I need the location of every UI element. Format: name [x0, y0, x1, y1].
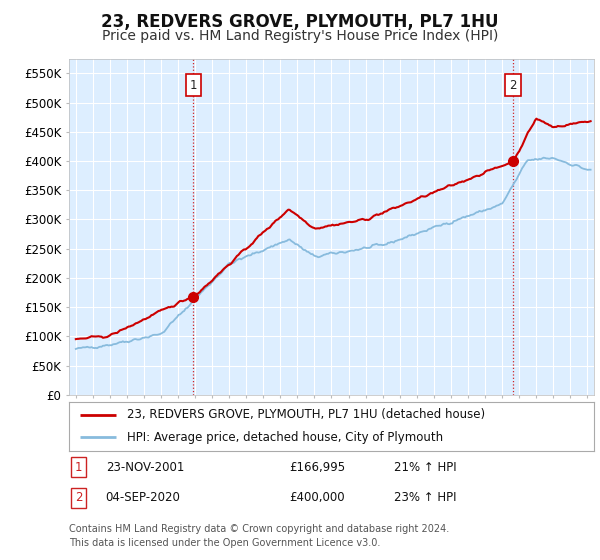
Text: £400,000: £400,000: [290, 492, 345, 505]
Text: 23-NOV-2001: 23-NOV-2001: [106, 461, 184, 474]
Text: HPI: Average price, detached house, City of Plymouth: HPI: Average price, detached house, City…: [127, 431, 443, 444]
Text: 2: 2: [75, 492, 82, 505]
Text: 23, REDVERS GROVE, PLYMOUTH, PL7 1HU: 23, REDVERS GROVE, PLYMOUTH, PL7 1HU: [101, 13, 499, 31]
Text: 2: 2: [509, 78, 517, 92]
Text: 1: 1: [190, 78, 197, 92]
Text: 21% ↑ HPI: 21% ↑ HPI: [395, 461, 457, 474]
Text: 04-SEP-2020: 04-SEP-2020: [106, 492, 181, 505]
Text: 1: 1: [75, 461, 82, 474]
Text: 23% ↑ HPI: 23% ↑ HPI: [395, 492, 457, 505]
Text: Contains HM Land Registry data © Crown copyright and database right 2024.
This d: Contains HM Land Registry data © Crown c…: [69, 525, 449, 548]
Text: £166,995: £166,995: [290, 461, 346, 474]
Text: 23, REDVERS GROVE, PLYMOUTH, PL7 1HU (detached house): 23, REDVERS GROVE, PLYMOUTH, PL7 1HU (de…: [127, 408, 485, 421]
Text: Price paid vs. HM Land Registry's House Price Index (HPI): Price paid vs. HM Land Registry's House …: [102, 29, 498, 44]
